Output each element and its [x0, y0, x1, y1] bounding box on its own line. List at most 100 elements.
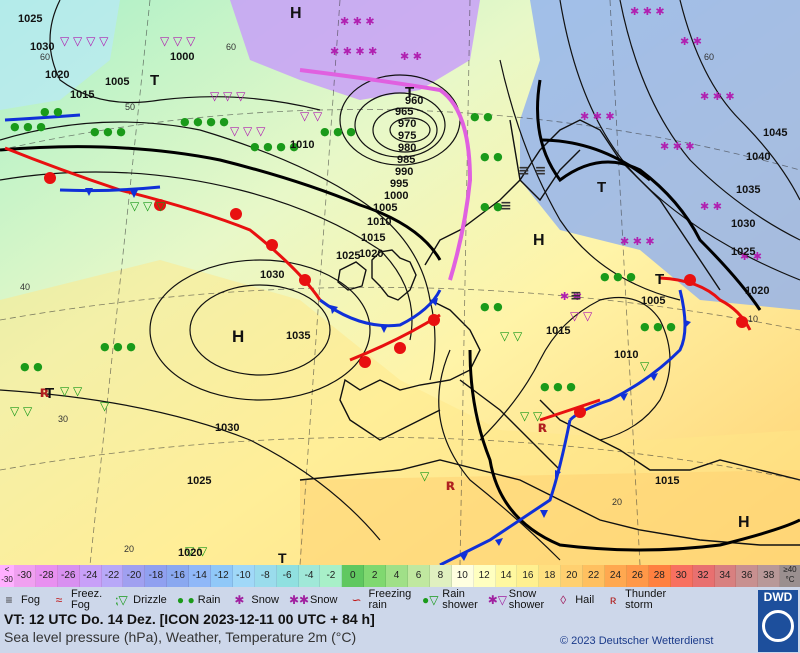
svg-text:● ● ●: ● ● ● — [600, 270, 636, 283]
svg-text:● ●: ● ● — [20, 360, 43, 373]
legend-key-icon: ◊ — [554, 593, 572, 607]
low-pressure-center: T — [45, 385, 54, 402]
svg-text:✱ ✱ ✱: ✱ ✱ ✱ — [660, 140, 695, 153]
svg-text:▽ ▽ ▽: ▽ ▽ ▽ — [210, 89, 246, 103]
svg-text:60: 60 — [40, 52, 50, 62]
scale-swatch: -4 — [299, 565, 321, 587]
legend-key-label: Rain shower — [442, 589, 477, 611]
isobar-label: 1025 — [336, 250, 360, 262]
legend-key: ✱ Snow — [230, 593, 279, 607]
svg-text:● ●: ● ● — [40, 105, 63, 118]
scale-swatch: 38 — [758, 565, 780, 587]
svg-text:60: 60 — [704, 52, 714, 62]
legend-key: ʀ Thunder storm — [604, 589, 666, 611]
scale-swatch: 24 — [605, 565, 627, 587]
svg-text:✱ ✱ ✱: ✱ ✱ ✱ — [630, 5, 665, 18]
svg-text:✱ ✱ ✱ ✱: ✱ ✱ ✱ ✱ — [330, 45, 377, 58]
svg-text:ʀ: ʀ — [446, 476, 456, 494]
scale-swatch: 14 — [496, 565, 518, 587]
legend-key-label: Freezing rain — [368, 589, 411, 611]
scale-swatch: -14 — [189, 565, 211, 587]
scale-swatch: -18 — [145, 565, 167, 587]
isobar-label: 1010 — [290, 139, 314, 151]
svg-text:ʀ: ʀ — [538, 418, 548, 436]
isobar-label: 1015 — [361, 232, 385, 244]
high-pressure-center: H — [738, 514, 750, 531]
scale-swatch: 22 — [583, 565, 605, 587]
svg-text:≡: ≡ — [570, 288, 582, 304]
scale-swatch: 30 — [671, 565, 693, 587]
legend-key-label: Drizzle — [133, 595, 167, 606]
isobar-label: 1015 — [655, 475, 679, 487]
legend-key: ✱▽ Snow shower — [488, 589, 544, 611]
svg-text:60: 60 — [226, 42, 236, 52]
isobar-label: 1020 — [359, 248, 383, 260]
svg-text:▽ ▽: ▽ ▽ — [300, 109, 323, 123]
isobar-label: 1035 — [286, 330, 310, 342]
temperature-scale: -30 -28 -26 -24 -22 -20 -18 -16 -14 -12 -10 -8 -6 -4-… — [14, 565, 780, 587]
scale-swatch: 16 — [517, 565, 539, 587]
svg-text:≡ ≡: ≡ ≡ — [518, 163, 546, 179]
scale-end-label: ≥40 °C — [780, 565, 800, 587]
legend-key-label: Snow shower — [509, 589, 544, 611]
scale-swatch: -26 — [58, 565, 80, 587]
svg-text:▽ ▽: ▽ ▽ — [500, 329, 523, 343]
scale-swatch: 34 — [715, 565, 737, 587]
scale-swatch: 0 — [342, 565, 364, 587]
svg-text:≡: ≡ — [500, 198, 512, 214]
isobar-label: 1030 — [215, 422, 239, 434]
svg-text:✱ ✱ ✱: ✱ ✱ ✱ — [340, 15, 375, 28]
scale-swatch: 10 — [452, 565, 474, 587]
copyright[interactable]: © 2023 Deutscher Wetterdienst — [560, 635, 713, 647]
isobar-label: 1005 — [373, 202, 397, 214]
dwd-swirl-icon — [762, 610, 794, 642]
legend-key: ● ● Rain — [177, 593, 221, 607]
isobar-label: 1025 — [187, 475, 211, 487]
weather-map: ● ● ● ● ● ● ● ● ● ● ● ● ● ● ● ● ● ● ● ● ● ● ●… — [0, 0, 800, 565]
valid-time: VT: 12 UTC Do. 14 Dez. [ICON 2023-12-11 … — [4, 611, 375, 627]
scale-swatch: 2 — [364, 565, 386, 587]
svg-text:▽ ▽: ▽ ▽ — [10, 404, 33, 418]
scale-swatch: 26 — [627, 565, 649, 587]
scale-swatch: -8 — [255, 565, 277, 587]
isobar-label: 1005 — [641, 295, 665, 307]
legend-key: ●▽ Rain shower — [421, 589, 477, 611]
legend-key-icon: ≈ — [50, 593, 68, 607]
scale-swatch: -30 — [14, 565, 36, 587]
legend-key-label: Thunder storm — [625, 589, 666, 611]
svg-text:● ●: ● ● — [480, 150, 503, 163]
scale-swatch: -6 — [277, 565, 299, 587]
map-description: Sea level pressure (hPa), Weather, Tempe… — [4, 629, 356, 645]
scale-swatch: -2 — [320, 565, 342, 587]
isobar-label: 1010 — [367, 216, 391, 228]
low-pressure-center: T — [150, 72, 159, 89]
svg-text:✱ ✱: ✱ ✱ — [400, 50, 422, 63]
isobar-label: 975 — [398, 130, 416, 142]
dwd-logo[interactable]: DWD — [758, 590, 798, 652]
svg-text:● ●: ● ● — [480, 300, 503, 313]
scale-swatch: 18 — [539, 565, 561, 587]
svg-text:▽ ▽ ▽: ▽ ▽ ▽ — [230, 124, 266, 138]
svg-text:▽: ▽ — [640, 359, 650, 373]
isobar-label: 1025 — [731, 246, 755, 258]
scale-swatch: 6 — [408, 565, 430, 587]
legend-key-label: Snow — [310, 595, 338, 606]
legend-key: ≡ Fog — [0, 593, 40, 607]
legend-key-label: Fog — [21, 595, 40, 606]
legend-panel: < -30 -30 -28 -26 -24 -22 -20 -18 -16 -14 -12 -10-… — [0, 565, 800, 653]
legend-key-label: Freez. Fog — [71, 589, 102, 611]
isobar-label: 1020 — [45, 69, 69, 81]
legend-key: ≈ Freez. Fog — [50, 589, 102, 611]
isobar-label: 1025 — [18, 13, 42, 25]
isobar-label: 1040 — [746, 151, 770, 163]
legend-key: ✱✱ Snow — [289, 593, 338, 607]
isobar-label: 1015 — [546, 325, 570, 337]
svg-text:● ● ●: ● ● ● — [540, 380, 576, 393]
isobar-label: 970 — [398, 118, 416, 130]
svg-text:● ● ●: ● ● ● — [100, 340, 136, 353]
svg-text:✱ ✱ ✱: ✱ ✱ ✱ — [700, 90, 735, 103]
scale-swatch: -12 — [211, 565, 233, 587]
isobar-label: 1045 — [763, 127, 787, 139]
svg-text:▽ ▽ ▽ ▽: ▽ ▽ ▽ ▽ — [60, 34, 109, 48]
isobar-label: 980 — [398, 142, 416, 154]
